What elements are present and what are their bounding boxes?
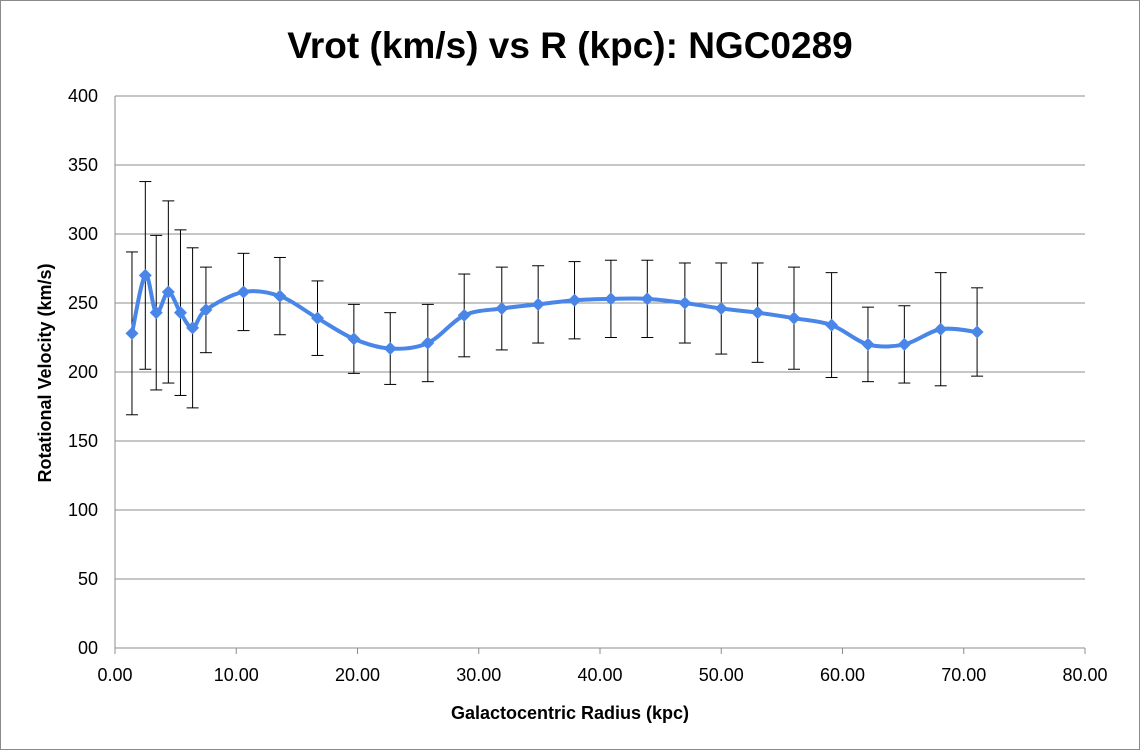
data-markers [125,268,984,356]
data-point-marker [149,306,163,320]
data-point-marker [787,311,801,325]
chart-title: Vrot (km/s) vs R (kpc): NGC0289 [287,25,852,66]
data-point-marker [383,342,397,356]
data-point-marker [678,296,692,310]
data-point-marker [237,285,251,299]
y-tick-label: 150 [68,431,98,451]
data-point-marker [310,311,324,325]
data-point-marker [861,337,875,351]
data-point-marker [604,292,618,306]
data-point-marker [273,289,287,303]
data-point-marker [897,337,911,351]
y-axis-label: Rotational Velocity (km/s) [35,263,55,482]
data-point-marker [173,306,187,320]
y-tick-label: 400 [68,86,98,106]
x-tick-labels: 0.00 10.00 20.00 30.00 40.00 50.00 60.00 70.00 8… [97,665,1107,685]
data-point-marker [457,308,471,322]
x-tick-label: 20.00 [335,665,380,685]
x-tick-label: 50.00 [699,665,744,685]
y-tick-labels: 00 50 100 150 200 250 300 350 400 [68,86,98,658]
data-point-marker [347,332,361,346]
y-tick-label: 50 [78,569,98,589]
x-tick-label: 60.00 [820,665,865,685]
y-tick-label: 200 [68,362,98,382]
data-point-marker [199,303,213,317]
error-bars [125,181,984,416]
data-point-marker [714,302,728,316]
y-tick-label: 250 [68,293,98,313]
data-point-marker [125,326,139,340]
x-tick-label: 70.00 [941,665,986,685]
grid-lines [114,95,1086,654]
data-point-marker [186,321,200,335]
data-point-marker [640,292,654,306]
y-tick-label: 100 [68,500,98,520]
data-point-marker [161,285,175,299]
data-point-marker [568,293,582,307]
x-axis-label: Galactocentric Radius (kpc) [451,703,689,723]
x-tick-label: 30.00 [456,665,501,685]
y-tick-label: 350 [68,155,98,175]
x-tick-label: 0.00 [97,665,132,685]
series-line [129,273,980,351]
x-tick-label: 40.00 [577,665,622,685]
y-tick-label: 00 [78,638,98,658]
data-point-marker [531,297,545,311]
data-point-marker [751,306,765,320]
x-tick-label: 80.00 [1062,665,1107,685]
data-point-marker [495,302,509,316]
x-tick-label: 10.00 [214,665,259,685]
data-point-marker [934,322,948,336]
data-point-marker [138,268,152,282]
data-point-marker [421,336,435,350]
data-point-marker [825,318,839,332]
data-point-marker [970,325,984,339]
y-tick-label: 300 [68,224,98,244]
